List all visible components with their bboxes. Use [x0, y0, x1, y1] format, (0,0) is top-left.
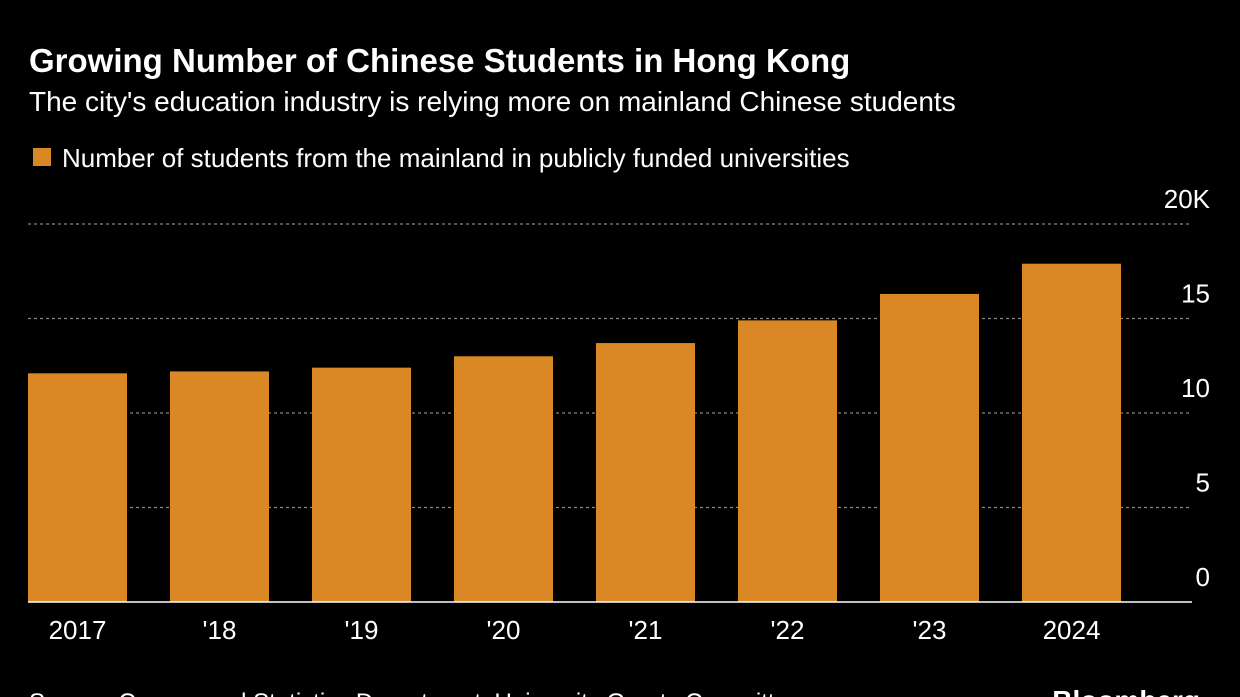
y-tick-label: 10: [1181, 373, 1210, 403]
source-note: Source: Census and Statistics Department…: [29, 689, 801, 697]
bar: [738, 320, 837, 602]
x-tick-label: '20: [487, 615, 521, 645]
y-tick-label: 15: [1181, 279, 1210, 309]
bar: [170, 371, 269, 602]
x-tick-label: '23: [913, 615, 947, 645]
bar: [454, 356, 553, 602]
x-tick-label: '19: [345, 615, 379, 645]
x-tick-label: 2017: [49, 615, 107, 645]
chart-subtitle: The city's education industry is relying…: [29, 86, 956, 117]
y-tick-label: 0: [1196, 562, 1210, 592]
x-tick-label: '22: [771, 615, 805, 645]
brand: Bloomberg: [1052, 685, 1200, 697]
y-tick-label: 5: [1196, 468, 1210, 498]
chart-title: Growing Number of Chinese Students in Ho…: [29, 42, 850, 79]
x-tick-label: 2024: [1043, 615, 1101, 645]
x-tick-label: '21: [629, 615, 663, 645]
bar: [596, 343, 695, 602]
bar: [312, 367, 411, 602]
legend-swatch: [33, 148, 51, 166]
bar: [1022, 263, 1121, 602]
bar: [880, 293, 979, 602]
bar: [28, 373, 127, 602]
y-tick-label: 20K: [1164, 184, 1211, 214]
legend-label: Number of students from the mainland in …: [62, 143, 850, 173]
x-tick-label: '18: [203, 615, 237, 645]
